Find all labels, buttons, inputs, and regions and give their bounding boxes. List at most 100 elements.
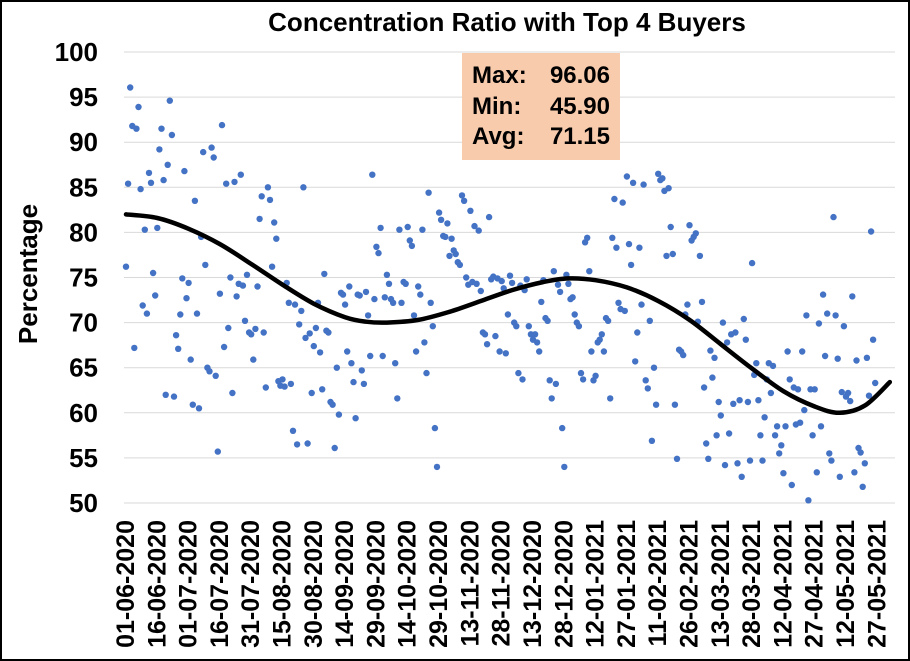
data-point [533, 339, 541, 346]
data-point [398, 299, 405, 306]
data-point [463, 274, 470, 281]
data-point [122, 263, 130, 270]
data-point [406, 237, 413, 244]
data-point [502, 350, 509, 357]
data-point [698, 298, 706, 306]
data-point [410, 312, 418, 319]
data-point [519, 376, 526, 383]
data-point [619, 199, 626, 206]
data-point [826, 450, 833, 457]
x-tick-label: 12-04-2021 [769, 520, 797, 648]
data-point [164, 161, 171, 168]
data-point [625, 240, 633, 248]
data-point [287, 380, 295, 388]
data-point [250, 356, 257, 363]
data-point [778, 442, 785, 449]
data-point [815, 320, 823, 327]
data-point [759, 457, 766, 464]
data-point [124, 180, 132, 187]
data-point [513, 323, 520, 330]
data-point [172, 332, 180, 339]
data-point [498, 277, 505, 285]
data-point [471, 222, 478, 230]
data-point [780, 470, 787, 477]
data-point [195, 405, 203, 412]
stats-box: Max: 96.06 Min: 45.90 Avg: 71.15 [462, 53, 620, 160]
data-point [127, 84, 134, 91]
data-point [402, 280, 409, 287]
data-point [256, 215, 263, 223]
data-point [609, 234, 616, 241]
data-point [458, 192, 466, 199]
data-point [669, 250, 676, 258]
data-point [394, 395, 401, 402]
data-point [202, 261, 209, 269]
data-point [193, 310, 201, 317]
data-point [175, 345, 182, 352]
data-point [425, 189, 432, 196]
data-point [141, 226, 148, 233]
data-point [579, 376, 587, 383]
chart-title: Concentration Ratio with Top 4 Buyers [268, 7, 746, 37]
data-point [621, 307, 628, 315]
data-point [844, 389, 852, 397]
data-point [548, 395, 555, 402]
data-point [335, 411, 343, 418]
data-point [629, 179, 637, 186]
x-tick-label: 16-07-2020 [206, 520, 234, 648]
data-point [663, 252, 670, 260]
x-tick-label: 16-06-2020 [143, 520, 171, 648]
data-point [177, 311, 184, 318]
data-point [310, 342, 317, 350]
data-point [642, 377, 649, 384]
data-point [598, 331, 605, 338]
data-point [208, 144, 215, 151]
data-point [592, 372, 599, 379]
data-point [665, 185, 672, 192]
data-point [421, 339, 428, 346]
data-point [135, 103, 142, 111]
data-point [531, 331, 539, 338]
data-point [801, 406, 808, 414]
data-point [254, 283, 261, 290]
trend-line [123, 212, 893, 416]
data-point [803, 312, 810, 319]
data-point [723, 339, 731, 346]
data-point [210, 154, 217, 161]
data-point [492, 332, 499, 340]
data-point [220, 343, 228, 351]
data-point [857, 449, 864, 456]
data-point [586, 268, 593, 275]
data-point [721, 461, 729, 469]
data-point [738, 473, 745, 480]
data-point [794, 386, 802, 393]
data-point [485, 213, 493, 221]
data-point [264, 184, 272, 191]
data-point [627, 261, 635, 269]
data-point [636, 244, 643, 251]
data-point [703, 440, 710, 447]
data-point [281, 383, 288, 390]
data-point [730, 400, 737, 407]
data-point [291, 301, 299, 308]
data-point [379, 352, 386, 360]
data-point [348, 360, 355, 367]
data-point [500, 285, 507, 292]
data-point [427, 299, 434, 306]
data-point [824, 310, 831, 317]
data-point [832, 312, 839, 319]
data-point [830, 213, 837, 221]
data-point [200, 148, 207, 156]
data-point [143, 310, 151, 317]
data-point [588, 348, 595, 355]
x-tick-label: 30-08-2020 [300, 520, 328, 648]
data-point [241, 317, 249, 324]
data-point [252, 325, 259, 333]
data-point [179, 275, 186, 282]
data-point [788, 481, 795, 489]
data-point [227, 274, 234, 281]
x-tick-label: 13-12-2020 [519, 520, 547, 648]
data-point [293, 441, 301, 448]
data-point [477, 287, 484, 295]
data-point [233, 293, 240, 300]
